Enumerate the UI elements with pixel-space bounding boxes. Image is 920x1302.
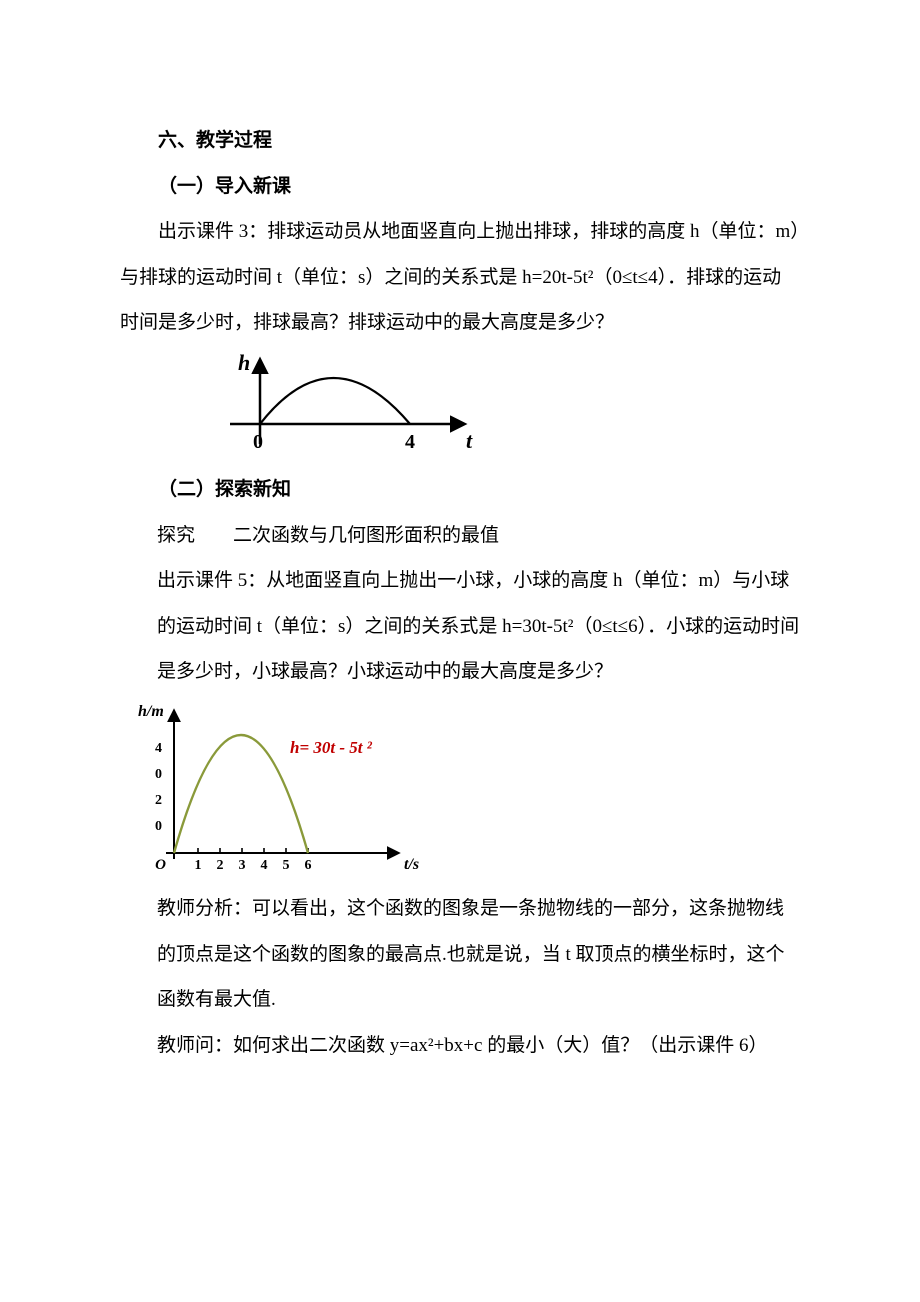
svg-text:4: 4 — [155, 741, 162, 756]
chart-parabola-1: h t 0 4 — [212, 352, 800, 457]
svg-text:0: 0 — [253, 431, 263, 453]
svg-text:h= 30t - 5t ²: h= 30t - 5t ² — [290, 738, 373, 757]
svg-text:6: 6 — [305, 858, 312, 873]
svg-text:2: 2 — [155, 793, 162, 808]
svg-text:0: 0 — [155, 767, 162, 782]
svg-text:0: 0 — [155, 819, 162, 834]
paragraph-explore-title: 探究 二次函数与几何图形面积的最值 — [157, 513, 800, 559]
svg-text:O: O — [155, 857, 166, 873]
svg-text:h/m: h/m — [138, 703, 164, 720]
chart-parabola-2: 123456 4020 h/mt/sOh= 30t - 5t ² — [128, 701, 800, 876]
paragraph-problem-2: 出示课件 5：从地面竖直向上抛出一小球，小球的高度 h（单位：m）与小球的运动时… — [157, 558, 800, 695]
svg-text:t/s: t/s — [404, 856, 419, 873]
svg-text:4: 4 — [405, 431, 415, 453]
svg-text:2: 2 — [217, 858, 224, 873]
section-heading-explore: （二）探索新知 — [120, 467, 800, 513]
paragraph-teacher-analysis: 教师分析：可以看出，这个函数的图象是一条抛物线的一部分，这条抛物线的顶点是这个函… — [157, 886, 800, 1023]
svg-text:5: 5 — [283, 858, 290, 873]
svg-text:h: h — [238, 352, 250, 375]
section-heading-intro: （一）导入新课 — [120, 164, 800, 210]
paragraph-teacher-question: 教师问：如何求出二次函数 y=ax²+bx+c 的最小（大）值？（出示课件 6） — [157, 1023, 800, 1069]
section-heading-process: 六、教学过程 — [120, 118, 800, 164]
svg-text:t: t — [466, 428, 473, 453]
svg-text:3: 3 — [239, 858, 246, 873]
paragraph-problem-1: 出示课件 3：排球运动员从地面竖直向上抛出排球，排球的高度 h（单位：m）与排球… — [120, 209, 800, 346]
svg-text:1: 1 — [195, 858, 202, 873]
svg-text:4: 4 — [261, 858, 268, 873]
